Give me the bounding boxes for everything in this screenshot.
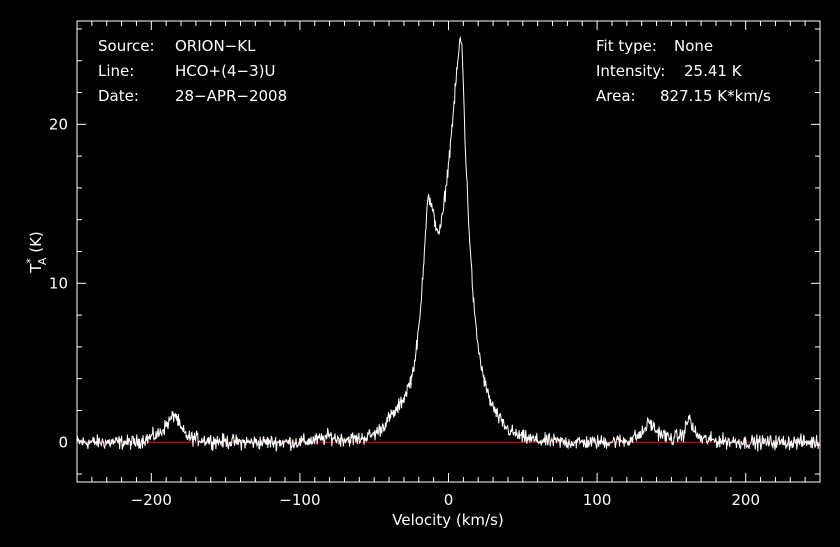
area-label: Area: — [596, 87, 636, 105]
x-tick-label: −200 — [131, 491, 172, 509]
plot-frame — [76, 20, 821, 483]
y-tick-label: 20 — [49, 115, 68, 133]
intensity-value: 25.41 K — [684, 62, 743, 80]
area-value: 827.15 K*km/s — [660, 87, 771, 105]
info-block-left: Source: ORION−KL Line: HCO+(4−3)U Date: … — [98, 37, 287, 105]
date-label: Date: — [98, 87, 139, 105]
x-tick-label: 0 — [444, 491, 454, 509]
y-axis-label-sup: * — [24, 258, 37, 264]
svg-text:T*A (K): T*A (K) — [24, 231, 49, 274]
x-axis-label: Velocity (km/s) — [392, 511, 503, 529]
y-axis-label-main: T — [27, 263, 45, 274]
axis-tick-labels: −200 −100 0 100 200 0 10 20 — [49, 115, 760, 509]
x-tick-label: 100 — [583, 491, 612, 509]
intensity-label: Intensity: — [596, 62, 665, 80]
y-axis-label-sub: A — [36, 257, 49, 265]
fit-type-value: None — [674, 37, 713, 55]
y-axis-label: T*A (K) — [24, 231, 49, 274]
y-tick-label: 0 — [58, 433, 68, 451]
line-label: Line: — [98, 62, 134, 80]
source-value: ORION−KL — [175, 37, 256, 55]
y-axis-label-units: (K) — [27, 231, 45, 257]
info-block-right: Fit type: None Intensity: 25.41 K Area: … — [596, 37, 771, 105]
y-tick-label: 10 — [49, 274, 68, 292]
source-label: Source: — [98, 37, 155, 55]
x-tick-label: −100 — [279, 491, 320, 509]
date-value: 28−APR−2008 — [175, 87, 287, 105]
fit-type-label: Fit type: — [596, 37, 657, 55]
line-value: HCO+(4−3)U — [175, 62, 275, 80]
spectrum-line — [76, 35, 821, 452]
x-tick-label: 200 — [731, 491, 760, 509]
axis-ticks — [76, 21, 821, 482]
